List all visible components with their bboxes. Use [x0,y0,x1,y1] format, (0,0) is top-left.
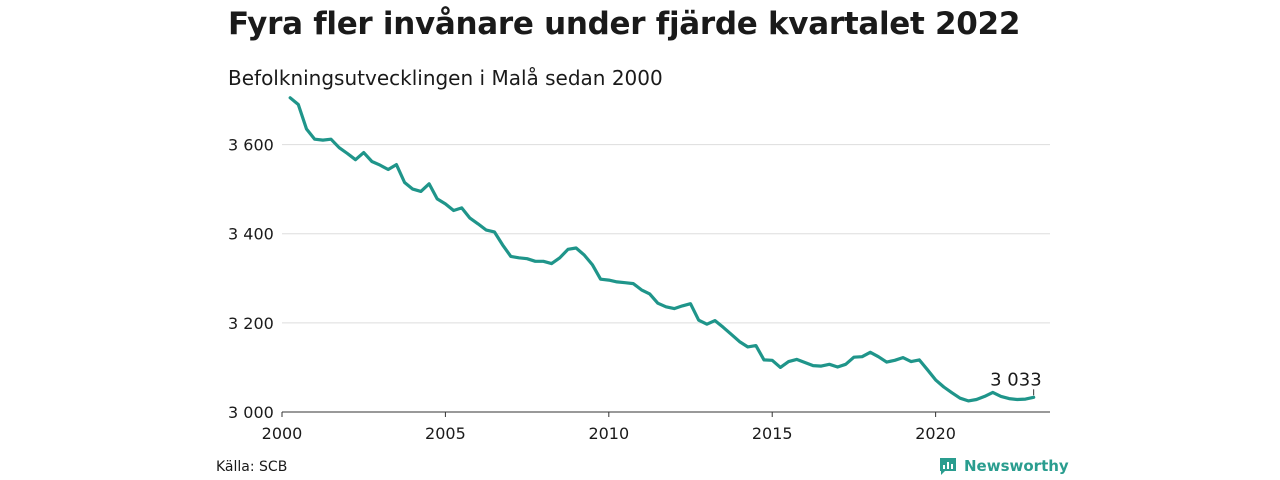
y-tick-label: 3 400 [228,225,274,244]
annotations: 3 033 [990,369,1042,396]
source-note: Källa: SCB [216,459,288,475]
y-tick-label: 3 200 [228,314,274,333]
grid-lines [282,144,1050,324]
x-tick-label: 2005 [425,424,466,443]
brand-logo: Newsworthy [938,456,1069,476]
x-tick-label: 2000 [262,424,303,443]
chart-title: Fyra fler invånare under fjärde kvartale… [228,6,1021,42]
y-axis-tick-labels: 3 000 3 200 3 400 3 600 [228,136,274,422]
series-layer [288,96,1036,403]
newsworthy-logo-icon [940,458,956,475]
x-tick-label: 2015 [752,424,793,443]
series-line [288,96,1036,403]
x-axis: 2000 2005 2010 2015 2020 [262,411,1050,443]
y-tick-label: 3 000 [228,403,274,422]
x-tick-label: 2010 [588,424,629,443]
y-tick-label: 3 600 [228,136,274,155]
x-tick-label: 2020 [915,424,956,443]
end-value-label: 3 033 [990,369,1042,390]
brand-name: Newsworthy [964,457,1069,475]
chart-subtitle: Befolkningsutvecklingen i Malå sedan 200… [228,66,663,90]
